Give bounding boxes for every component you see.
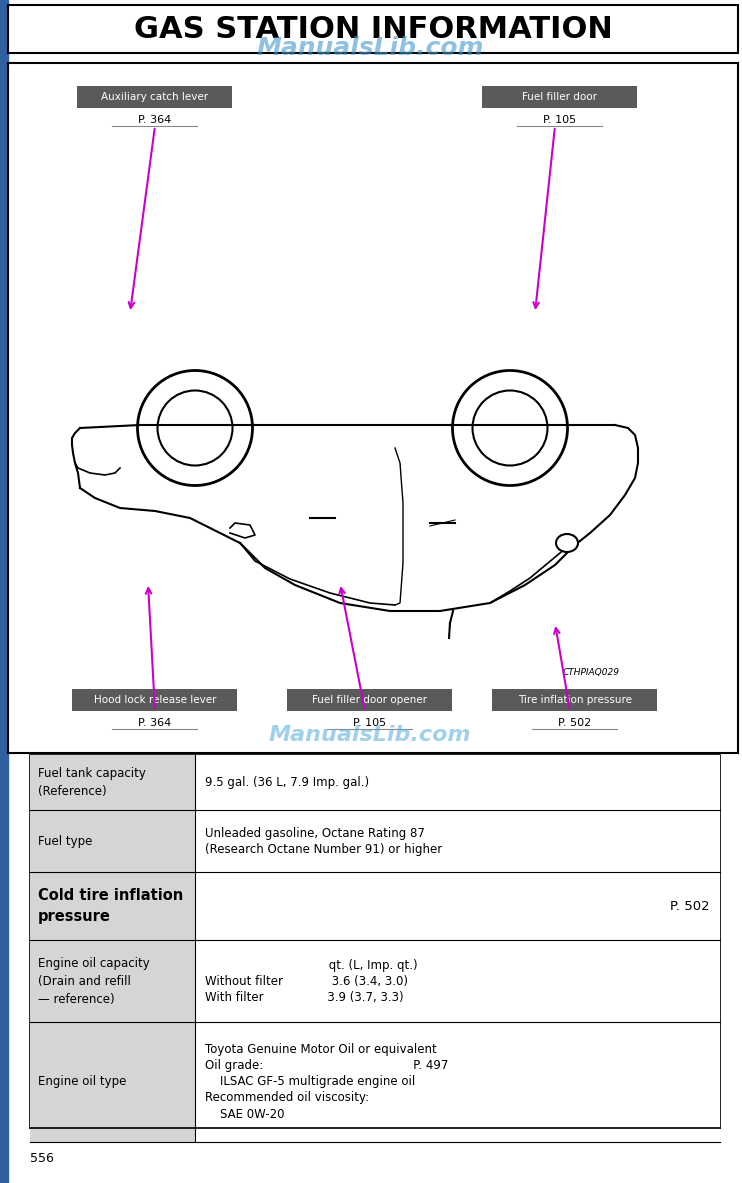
Bar — [30, 755, 720, 1129]
Text: Cold tire inflation
pressure: Cold tire inflation pressure — [38, 888, 183, 924]
Bar — [0, 0, 8, 1183]
Text: ILSAC GF-5 multigrade engine oil: ILSAC GF-5 multigrade engine oil — [205, 1075, 416, 1088]
Text: With filter                 3.9 (3.7, 3.3): With filter 3.9 (3.7, 3.3) — [205, 990, 404, 1003]
Bar — [73, 689, 237, 711]
Text: Toyota Genuine Motor Oil or equivalent: Toyota Genuine Motor Oil or equivalent — [205, 1043, 437, 1056]
Text: Fuel filler door: Fuel filler door — [522, 92, 597, 102]
Text: P. 364: P. 364 — [138, 115, 171, 125]
Text: P. 105: P. 105 — [543, 115, 577, 125]
Bar — [195, 1022, 720, 1142]
Text: ManualsLib.com: ManualsLib.com — [269, 725, 471, 745]
Text: qt. (L, Imp. qt.): qt. (L, Imp. qt.) — [205, 958, 418, 971]
Text: SAE 0W-20: SAE 0W-20 — [205, 1107, 284, 1120]
Bar — [493, 689, 657, 711]
Ellipse shape — [556, 534, 578, 552]
Bar — [195, 755, 720, 810]
Ellipse shape — [157, 390, 232, 465]
Ellipse shape — [473, 390, 548, 465]
Bar — [30, 810, 195, 872]
Text: 556: 556 — [30, 1151, 54, 1164]
Text: Fuel tank capacity
(Reference): Fuel tank capacity (Reference) — [38, 767, 146, 799]
Text: P. 105: P. 105 — [353, 718, 387, 728]
Text: P. 502: P. 502 — [670, 899, 710, 912]
Text: Tire inflation pressure: Tire inflation pressure — [518, 694, 632, 705]
Text: Hood lock release lever: Hood lock release lever — [93, 694, 216, 705]
Bar — [482, 86, 637, 108]
Text: Recommended oil viscosity:: Recommended oil viscosity: — [205, 1092, 369, 1105]
Text: Engine oil type: Engine oil type — [38, 1075, 126, 1088]
Text: (Research Octane Number 91) or higher: (Research Octane Number 91) or higher — [205, 842, 442, 855]
Bar — [287, 689, 453, 711]
Bar — [8, 5, 738, 53]
Bar — [30, 940, 195, 1022]
Text: CTHPIAQ029: CTHPIAQ029 — [563, 668, 620, 678]
Text: Auxiliary catch lever: Auxiliary catch lever — [102, 92, 209, 102]
Text: P. 502: P. 502 — [559, 718, 591, 728]
Bar — [195, 810, 720, 872]
Text: 9.5 gal. (36 L, 7.9 Imp. gal.): 9.5 gal. (36 L, 7.9 Imp. gal.) — [205, 776, 369, 789]
Bar — [30, 755, 195, 810]
Text: Fuel filler door opener: Fuel filler door opener — [312, 694, 427, 705]
Bar — [77, 86, 232, 108]
Text: GAS STATION INFORMATION: GAS STATION INFORMATION — [134, 14, 612, 44]
Text: Unleaded gasoline, Octane Rating 87: Unleaded gasoline, Octane Rating 87 — [205, 827, 425, 840]
Bar — [30, 1022, 195, 1142]
Text: P. 364: P. 364 — [138, 718, 171, 728]
Bar — [195, 872, 720, 940]
Text: Oil grade:                                        P. 497: Oil grade: P. 497 — [205, 1060, 448, 1073]
Text: ManualsLib.com: ManualsLib.com — [256, 35, 484, 60]
Text: Without filter             3.6 (3.4, 3.0): Without filter 3.6 (3.4, 3.0) — [205, 975, 408, 988]
Bar — [8, 63, 738, 754]
Text: Engine oil capacity
(Drain and refill
— reference): Engine oil capacity (Drain and refill — … — [38, 957, 150, 1006]
Text: Fuel type: Fuel type — [38, 834, 92, 847]
Bar — [30, 872, 195, 940]
Bar — [195, 940, 720, 1022]
